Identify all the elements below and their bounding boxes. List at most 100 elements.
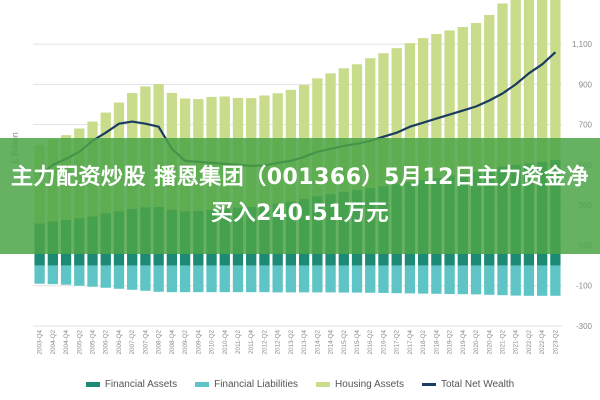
x-tick-label: 2008-Q4 — [169, 330, 176, 355]
x-tick-label: 2013-Q4 — [301, 330, 308, 355]
bar-financial-liabilities — [431, 265, 442, 294]
bar-financial-liabilities — [100, 265, 111, 288]
x-tick-label: 2010-Q4 — [222, 330, 229, 355]
x-tick-label: 2016-Q2 — [367, 330, 374, 355]
bar-financial-liabilities — [259, 265, 270, 293]
bar-financial-liabilities — [378, 265, 389, 293]
x-tick-label: 2007-Q2 — [129, 330, 136, 355]
x-tick-label: 2018-Q4 — [433, 330, 440, 355]
bar-financial-liabilities — [550, 265, 561, 296]
bar-housing-assets — [444, 30, 455, 176]
bar-financial-liabilities — [457, 265, 468, 295]
bar-financial-liabilities — [246, 265, 257, 293]
x-tick-label: 2011-Q2 — [235, 330, 242, 355]
x-tick-label: 2021-Q2 — [499, 330, 506, 355]
bar-financial-liabilities — [298, 265, 310, 293]
x-tick-label: 2017-Q2 — [394, 330, 401, 355]
bar-housing-assets — [312, 78, 323, 197]
x-tick-label: 2022-Q2 — [526, 330, 533, 355]
bar-financial-liabilities — [285, 265, 297, 293]
x-tick-label: 2020-Q2 — [473, 330, 480, 355]
headline-text[interactable]: 主力配资炒股 播恩集团（001366）5月12日主力资金净买入240.51万元 — [11, 165, 589, 226]
bar-housing-assets — [351, 64, 363, 191]
x-tick-label: 2013-Q2 — [288, 330, 295, 355]
bar-financial-liabilities — [219, 265, 230, 293]
legend-swatch-financial-liabilities — [195, 381, 210, 387]
legend-item-total-net-wealth: Total Net Wealth — [421, 378, 515, 390]
y-tick-label: -100 — [576, 282, 593, 291]
bar-financial-liabilities — [523, 265, 535, 296]
bar-housing-assets — [417, 38, 429, 181]
x-tick-label: 2009-Q2 — [182, 330, 189, 355]
x-tick-label: 2012-Q4 — [275, 330, 282, 355]
bar-financial-liabilities — [312, 265, 323, 293]
bar-housing-assets — [431, 34, 442, 179]
bar-financial-liabilities — [325, 265, 336, 293]
x-tick-label: 2007-Q4 — [142, 330, 149, 355]
bar-housing-assets — [391, 48, 402, 185]
bar-financial-liabilities — [60, 265, 72, 285]
bar-housing-assets — [457, 27, 468, 174]
x-tick-label: 2003-Q4 — [37, 330, 44, 355]
bar-financial-liabilities — [113, 265, 125, 289]
x-tick-label: 2011-Q4 — [248, 330, 255, 355]
x-tick-label: 2005-Q2 — [76, 330, 83, 355]
bar-financial-liabilities — [179, 265, 191, 293]
bar-financial-liabilities — [47, 265, 58, 285]
x-tick-label: 2006-Q4 — [116, 330, 123, 355]
x-tick-label: 2017-Q4 — [407, 330, 414, 355]
x-tick-label: 2010-Q2 — [209, 330, 216, 355]
x-tick-label: 2019-Q4 — [460, 330, 467, 355]
bar-housing-assets — [550, 0, 561, 160]
x-tick-label: 2015-Q2 — [341, 330, 348, 355]
bar-financial-liabilities — [444, 265, 455, 294]
bar-housing-assets — [404, 43, 416, 183]
bar-financial-liabilities — [34, 265, 45, 284]
legend-label-financial-assets: Financial Assets — [104, 378, 178, 390]
legend-label-housing-assets: Housing Assets — [335, 378, 404, 390]
bar-financial-liabilities — [193, 265, 204, 293]
bar-financial-liabilities — [74, 265, 85, 286]
x-tick-label: 2008-Q2 — [156, 330, 163, 355]
x-tick-label: 2004-Q4 — [63, 330, 70, 355]
bar-financial-liabilities — [206, 265, 217, 293]
bar-financial-liabilities — [391, 265, 402, 294]
bar-financial-liabilities — [140, 265, 151, 291]
x-tick-label: 2006-Q2 — [103, 330, 110, 355]
legend-label-total-net-wealth: Total Net Wealth — [440, 378, 515, 390]
bar-financial-liabilities — [127, 265, 138, 290]
legend-item-financial-assets: Financial Assets — [85, 378, 178, 390]
bar-financial-liabilities — [351, 265, 363, 293]
bar-housing-assets — [484, 14, 495, 169]
headline-banner: 主力配资炒股 播恩集团（001366）5月12日主力资金净买入240.51万元 — [0, 138, 600, 254]
bar-housing-assets — [338, 68, 349, 193]
x-tick-label: 2009-Q4 — [195, 330, 202, 355]
legend-swatch-housing-assets — [316, 381, 331, 387]
x-tick-label: 2019-Q2 — [447, 330, 454, 355]
bar-financial-liabilities — [484, 265, 495, 295]
y-tick-label: 700 — [579, 121, 593, 130]
bar-financial-liabilities — [510, 265, 521, 296]
bar-housing-assets — [497, 3, 508, 167]
legend-swatch-financial-assets — [85, 381, 100, 387]
bar-housing-assets — [470, 22, 482, 172]
bar-financial-liabilities — [470, 265, 482, 295]
y-tick-label: 1,100 — [572, 40, 593, 49]
bar-financial-liabilities — [404, 265, 416, 294]
bar-housing-assets — [537, 0, 548, 162]
bar-housing-assets — [325, 73, 336, 195]
bar-housing-assets — [365, 58, 376, 189]
x-tick-label: 2004-Q2 — [50, 330, 57, 355]
legend-swatch-total-net-wealth — [421, 382, 436, 386]
bar-housing-assets — [523, 0, 535, 164]
x-tick-label: 2014-Q2 — [314, 330, 321, 355]
chart-legend: Financial Assets Financial Liabilities H… — [0, 376, 600, 392]
x-tick-label: 2023-Q2 — [552, 330, 559, 355]
bar-financial-liabilities — [417, 265, 429, 294]
bar-financial-liabilities — [497, 265, 508, 296]
x-tick-label: 2016-Q4 — [380, 330, 387, 355]
bar-housing-assets — [378, 53, 389, 187]
y-tick-label: -300 — [576, 322, 593, 331]
legend-label-financial-liabilities: Financial Liabilities — [214, 378, 299, 390]
x-tick-label: 2018-Q2 — [420, 330, 427, 355]
